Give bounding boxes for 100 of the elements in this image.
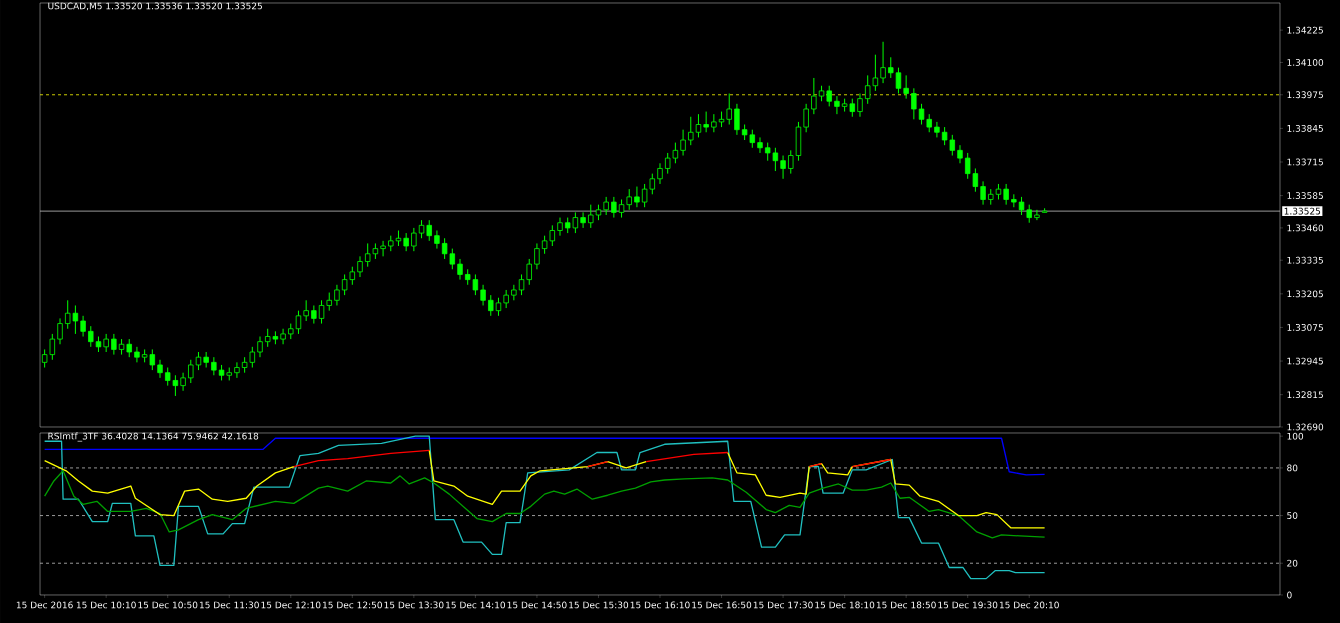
candlestick [788,149,794,175]
candlestick [411,227,417,252]
candlestick [695,113,702,138]
y-tick-label: 1.32690 [1287,423,1324,431]
candlestick [734,103,740,136]
candlestick [88,325,94,348]
candlestick [934,121,940,138]
candlestick [380,240,386,257]
candlestick [534,242,540,270]
candlestick [188,359,194,384]
candlestick [280,328,286,345]
y-tick-label: 1.33075 [1287,324,1323,331]
y-tick-label: 1.33335 [1287,256,1323,264]
line-series [293,449,430,468]
candlestick [857,92,863,118]
y-tick-label: 1.33205 [1287,290,1323,298]
x-tick-label: 15 Dec 2016 [16,601,73,609]
y-tick-label: 1.32815 [1287,391,1323,399]
candlestick [1018,196,1025,216]
candlestick [657,162,663,185]
candlestick [680,129,686,157]
x-tick-label: 15 Dec 19:30 [938,601,998,609]
candlestick [80,315,86,337]
candlestick [826,85,832,107]
y-tick-label: 1.33975 [1287,91,1323,99]
candlestick [918,103,925,125]
candlestick [180,372,186,392]
y-tick-label: 50 [1287,512,1298,519]
y-tick-label: 0 [1287,591,1292,599]
candlestick [488,294,494,317]
candlestick [926,113,932,133]
candlestick [234,361,240,379]
x-tick-label: 15 Dec 13:30 [384,601,444,609]
candlestick [726,92,732,125]
candlestick [1034,209,1040,221]
candlestick [103,333,109,353]
ref-line-label: 1.33525 [1284,207,1321,215]
chart-title: RSImtf_3TF 36.4028 14.1364 75.9462 42.1618 [48,432,259,442]
x-tick-label: 15 Dec 14:50 [507,601,567,609]
x-tick-label: 15 Dec 10:10 [76,601,136,609]
candlestick [580,211,586,229]
y-tick-label: 100 [1287,432,1304,440]
y-tick-label: 1.34100 [1287,59,1324,66]
candlestick [811,77,817,115]
candlestick [603,196,609,216]
candlestick [311,304,317,325]
candlestick [711,113,717,133]
candlestick [503,289,509,309]
candlestick [557,217,563,237]
y-tick-label: 1.32945 [1287,357,1323,365]
x-tick-label: 15 Dec 20:10 [999,601,1059,609]
candlestick [634,186,640,208]
candlestick [903,74,909,100]
candlestick [480,284,486,306]
y-tick-label: 1.33460 [1287,224,1324,232]
candlestick [295,310,302,335]
candlestick [495,297,502,317]
candlestick [134,346,140,363]
candlestick [618,198,625,219]
candlestick [980,180,986,206]
y-tick-label: 1.33715 [1287,158,1323,166]
candlestick [757,136,763,154]
candlestick [357,255,363,278]
candlestick [1026,204,1032,224]
x-tick-label: 15 Dec 15:30 [569,601,629,609]
x-tick-label: 15 Dec 16:50 [692,601,752,609]
candlestick [211,356,217,376]
candlestick [511,284,517,301]
x-tick-label: 15 Dec 18:50 [876,601,936,609]
x-tick-label: 15 Dec 17:30 [753,601,813,609]
y-tick-label: 20 [1287,559,1298,567]
x-tick-label: 15 Dec 10:50 [138,601,198,609]
candlestick [1003,183,1009,206]
y-tick-label: 80 [1287,464,1298,472]
x-tick-label: 15 Dec 18:10 [815,601,875,609]
candlestick [911,87,917,120]
candlestick [157,359,163,379]
x-tick-label: 15 Dec 12:10 [261,601,321,609]
y-tick-label: 1.34225 [1287,26,1323,34]
candlestick [880,41,886,84]
candlestick [111,333,117,356]
candlestick [303,299,309,322]
candlestick [257,336,263,358]
x-tick-label: 15 Dec 14:10 [446,601,506,609]
candlestick [780,155,786,180]
candlestick [57,317,63,345]
candlestick [403,232,409,252]
x-tick-label: 15 Dec 16:10 [630,601,690,609]
candlestick [434,230,440,250]
candlestick [611,196,617,219]
y-tick-label: 1.33585 [1287,192,1323,199]
candlestick [457,258,463,281]
candlestick [703,111,709,133]
candlestick [334,284,340,306]
x-tick-label: 15 Dec 11:30 [199,601,259,609]
candlestick [834,95,840,115]
chart-title: USDCAD,M5 1.33520 1.33536 1.33520 1.33525 [48,2,262,11]
candlestick [626,188,632,211]
candlestick [195,351,202,371]
candlestick [588,204,594,229]
